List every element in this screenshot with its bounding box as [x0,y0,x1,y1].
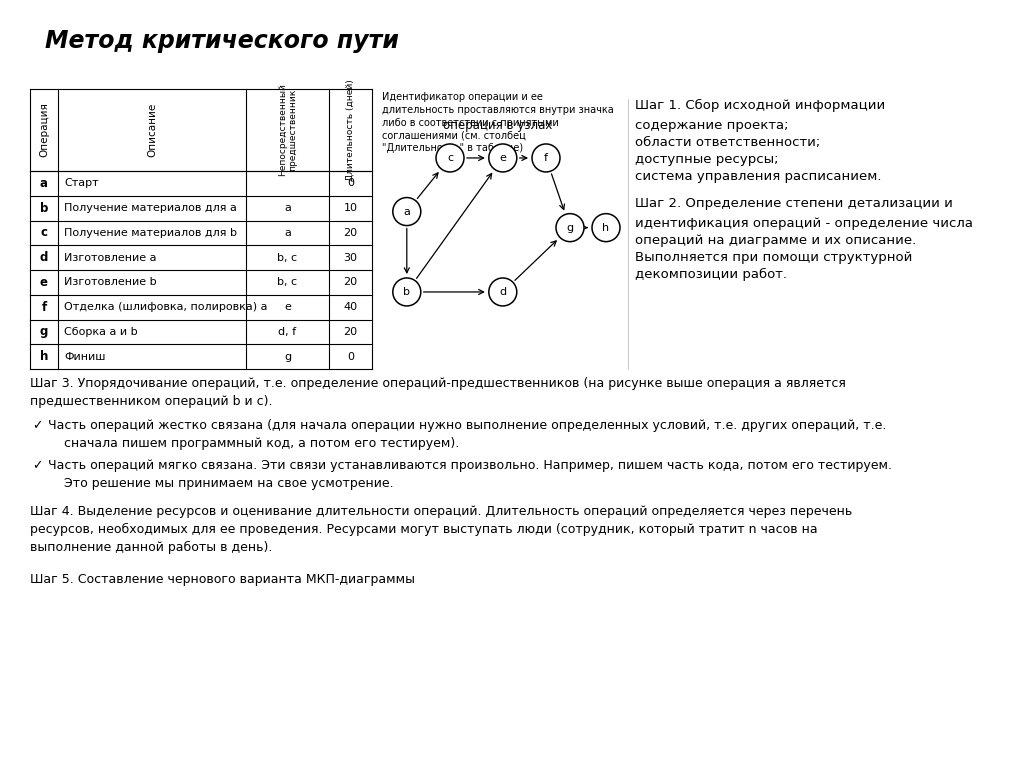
Circle shape [393,278,421,306]
Text: e: e [284,302,291,312]
Text: Изготовление b: Изготовление b [63,278,157,288]
Text: Старт: Старт [63,179,98,189]
Text: операция в узлах: операция в узлах [443,120,553,132]
Text: Метод критического пути: Метод критического пути [45,29,399,53]
Circle shape [488,144,517,172]
Text: Шаг 5. Составление чернового варианта МКП-диаграммы: Шаг 5. Составление чернового варианта МК… [30,573,415,586]
Text: ресурсов, необходимых для ее проведения. Ресурсами могут выступать люди (сотрудн: ресурсов, необходимых для ее проведения.… [30,523,817,536]
Text: система управления расписанием.: система управления расписанием. [635,170,882,183]
Text: сначала пишем программный код, а потом его тестируем).: сначала пишем программный код, а потом е… [63,437,459,450]
Text: Часть операций мягко связана. Эти связи устанавливаются произвольно. Например, п: Часть операций мягко связана. Эти связи … [48,459,892,472]
Text: 40: 40 [343,302,357,312]
Text: предшественником операций b и с).: предшественником операций b и с). [30,395,272,408]
Text: выполнение данной работы в день).: выполнение данной работы в день). [30,541,272,554]
Text: операций на диаграмме и их описание.: операций на диаграмме и их описание. [635,234,916,247]
Text: Изготовление a: Изготовление a [63,252,157,262]
Text: h: h [40,350,48,363]
Text: Выполняется при помощи структурной: Выполняется при помощи структурной [635,251,912,264]
Text: Отделка (шлифовка, полировка) a: Отделка (шлифовка, полировка) a [63,302,267,312]
Text: доступные ресурсы;: доступные ресурсы; [635,153,778,166]
Text: Шаг 3. Упорядочивание операций, т.е. определение операций-предшественников (на р: Шаг 3. Упорядочивание операций, т.е. опр… [30,377,846,390]
Text: a: a [284,203,291,213]
Text: c: c [446,153,453,163]
Text: 30: 30 [343,252,357,262]
Text: декомпозиции работ.: декомпозиции работ. [635,268,787,281]
Text: Операция: Операция [39,103,49,157]
Text: Описание: Описание [147,103,157,157]
Circle shape [592,214,620,242]
Text: a: a [40,177,48,190]
Text: h: h [602,222,609,232]
Text: c: c [41,226,47,239]
Text: Непосредственный
предшественник: Непосредственный предшественник [278,84,297,176]
Text: Финиш: Финиш [63,351,105,361]
Circle shape [556,214,584,242]
Text: 0: 0 [347,179,354,189]
Text: 20: 20 [343,278,357,288]
Text: 20: 20 [343,228,357,238]
Text: a: a [284,228,291,238]
Text: e: e [40,276,48,289]
Text: Идентификатор операции и ее
длительность проставляются внутри значка
либо в соот: Идентификатор операции и ее длительность… [382,92,613,153]
Text: 20: 20 [343,327,357,337]
Text: 10: 10 [343,203,357,213]
Text: Получение материалов для a: Получение материалов для a [63,203,237,213]
Text: e: e [500,153,506,163]
Text: идентификация операций - определение числа: идентификация операций - определение чис… [635,217,973,230]
Text: Часть операций жестко связана (для начала операции нужно выполнение определенных: Часть операций жестко связана (для начал… [48,419,887,432]
Text: f: f [41,301,47,314]
Text: Длительность (дней): Длительность (дней) [346,79,355,181]
Text: ✓: ✓ [32,419,43,432]
Text: содержание проекта;: содержание проекта; [635,119,788,132]
Text: b, c: b, c [278,278,298,288]
Text: b: b [40,202,48,215]
Text: Сборка a и b: Сборка a и b [63,327,137,337]
Text: g: g [284,351,291,361]
Circle shape [393,198,421,225]
Circle shape [532,144,560,172]
Text: 0: 0 [347,351,354,361]
Circle shape [436,144,464,172]
Text: ✓: ✓ [32,459,43,472]
Text: b, c: b, c [278,252,298,262]
Text: Шаг 2. Определение степени детализации и: Шаг 2. Определение степени детализации и [635,197,953,210]
Text: g: g [566,222,573,232]
Text: d: d [500,287,506,297]
Text: d: d [40,251,48,264]
Text: b: b [403,287,411,297]
Text: g: g [40,325,48,338]
Circle shape [488,278,517,306]
Text: области ответственности;: области ответственности; [635,136,820,149]
Text: Шаг 4. Выделение ресурсов и оценивание длительности операций. Длительность опера: Шаг 4. Выделение ресурсов и оценивание д… [30,505,852,518]
Text: Это решение мы принимаем на свое усмотрение.: Это решение мы принимаем на свое усмотре… [63,477,393,490]
Text: Шаг 1. Сбор исходной информации: Шаг 1. Сбор исходной информации [635,99,886,112]
Text: d, f: d, f [279,327,297,337]
Text: f: f [544,153,548,163]
Text: a: a [403,206,411,216]
Text: Получение материалов для b: Получение материалов для b [63,228,237,238]
